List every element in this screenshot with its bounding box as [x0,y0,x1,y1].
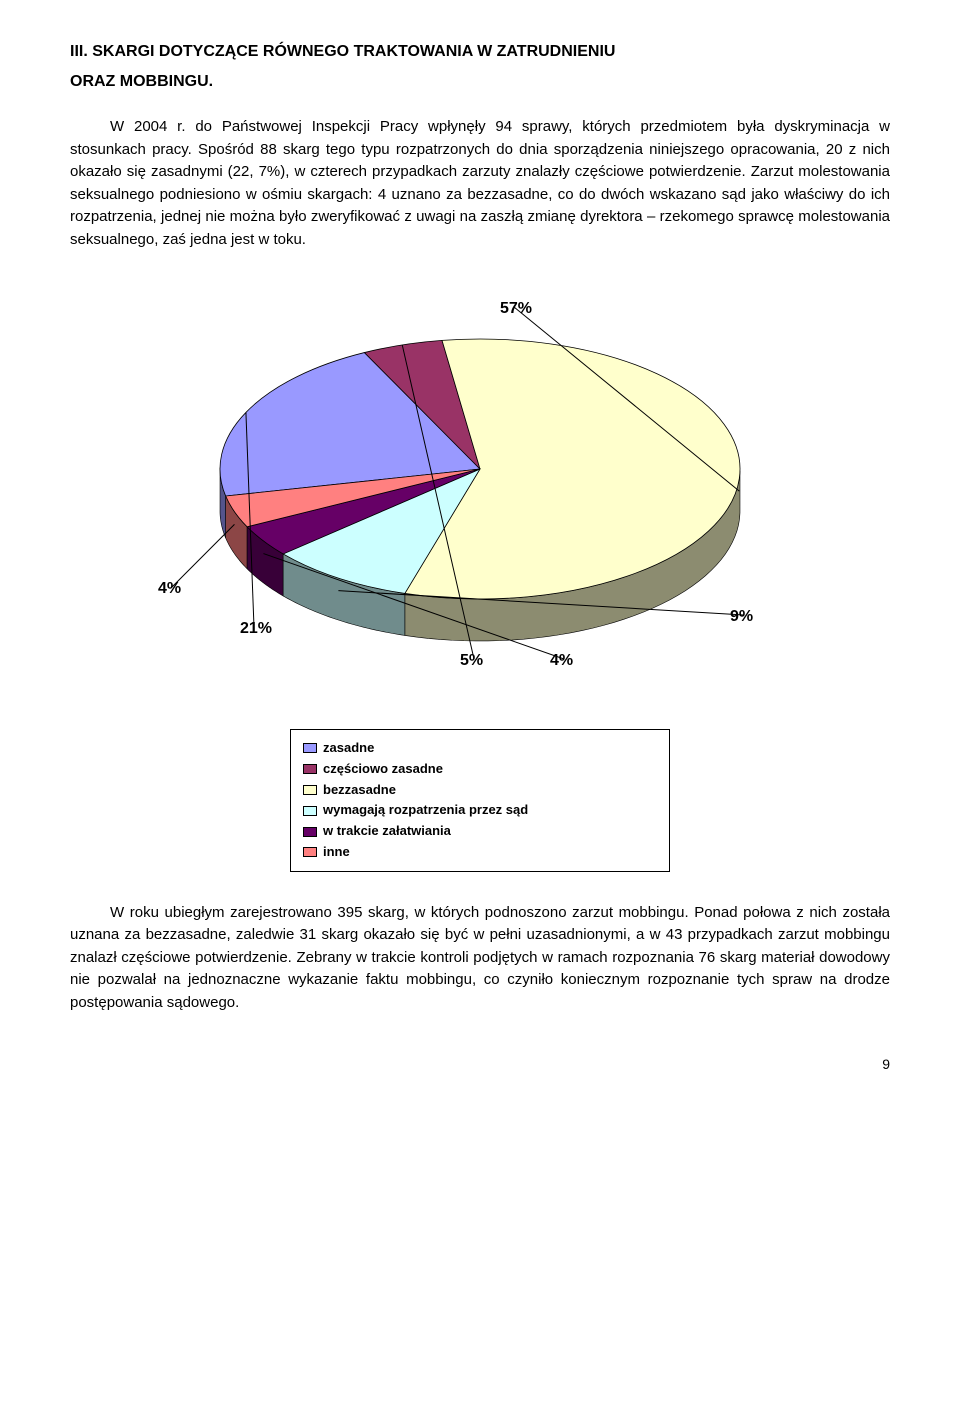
legend-label: bezzasadne [323,780,396,801]
pie-slice-label: 9% [730,605,753,629]
pie-slice-label: 4% [550,649,573,673]
legend-item: zasadne [303,738,657,759]
legend-item: bezzasadne [303,780,657,801]
legend-label: zasadne [323,738,374,759]
legend-item: częściowo zasadne [303,759,657,780]
pie-slice-label: 57% [500,297,532,321]
legend-label: częściowo zasadne [323,759,443,780]
legend-swatch [303,847,317,857]
legend-swatch [303,806,317,816]
page-number: 9 [70,1054,890,1075]
legend-label: inne [323,842,350,863]
legend-item: w trakcie załatwiania [303,821,657,842]
pie-slice-label: 21% [240,617,272,641]
pie-slice-label: 4% [158,577,181,601]
legend-label: w trakcie załatwiania [323,821,451,842]
paragraph-1: W 2004 r. do Państwowej Inspekcji Pracy … [70,116,890,251]
legend-item: wymagają rozpatrzenia przez sąd [303,800,657,821]
legend-label: wymagają rozpatrzenia przez sąd [323,800,528,821]
paragraph-2: W roku ubiegłym zarejestrowano 395 skarg… [70,902,890,1015]
chart-legend: zasadneczęściowo zasadnebezzasadnewymaga… [290,729,670,872]
legend-swatch [303,743,317,753]
legend-swatch [303,764,317,774]
heading-line-2: ORAZ MOBBINGU. [70,70,890,94]
pie-slice-label: 5% [460,649,483,673]
legend-item: inne [303,842,657,863]
heading-line-1: III. SKARGI DOTYCZĄCE RÓWNEGO TRAKTOWANI… [70,40,890,64]
legend-swatch [303,785,317,795]
legend-swatch [303,827,317,837]
pie-chart: 21% 5% 57% 9% 4% 4% [140,279,820,709]
